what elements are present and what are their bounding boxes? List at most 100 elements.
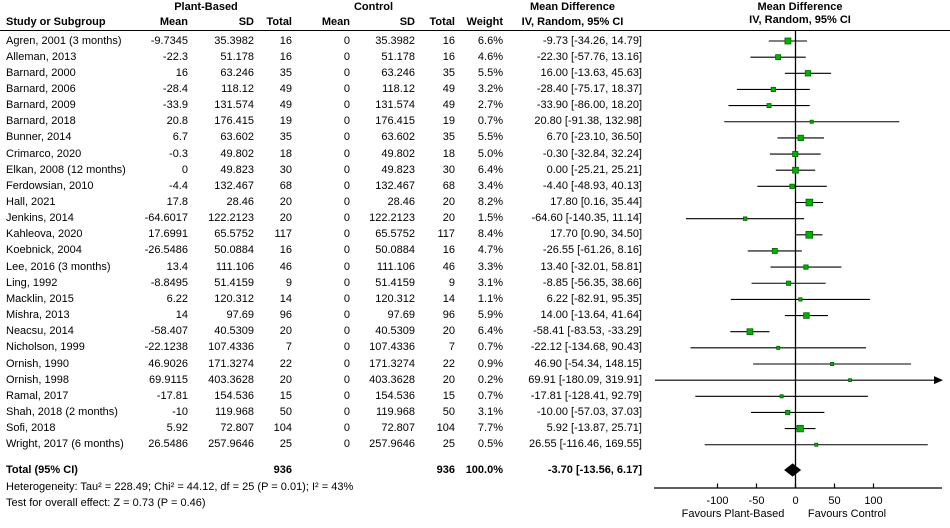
study-label: Neacsu, 2014 (6, 325, 74, 338)
control-mean-cell: 0 (343, 147, 350, 160)
pb-mean-cell: 6.22 (166, 292, 188, 305)
group-header-plant-based: Plant-Based (174, 1, 238, 13)
effect-marker (809, 119, 814, 124)
control-mean-column-header: Mean (321, 16, 350, 28)
control-sd-cell: 176.415 (375, 115, 415, 128)
pb-total-cell: 19 (279, 115, 292, 128)
effect-marker (803, 312, 810, 319)
pb-sd-cell: 107.4336 (208, 341, 254, 354)
pb-sd-cell: 120.312 (214, 292, 254, 305)
pb-total-cell: 25 (279, 438, 292, 451)
study-label: Alleman, 2013 (6, 50, 77, 63)
control-total-cell: 49 (442, 82, 455, 95)
md-ci-cell: 16.00 [-13.63, 45.63] (540, 66, 642, 79)
control-total-cell: 15 (442, 389, 455, 402)
pb-sd-cell: 171.3274 (208, 357, 254, 370)
effect-marker (797, 134, 804, 142)
control-total-cell: 68 (442, 179, 455, 192)
control-mean-cell: 0 (343, 309, 350, 322)
pb-mean-cell: -58.407 (150, 325, 188, 338)
study-label: Sofi, 2018 (6, 422, 56, 435)
weight-cell: 6.4% (477, 325, 503, 338)
pb-sd-cell: 111.106 (215, 260, 254, 273)
pb-mean-cell: 46.9026 (148, 357, 188, 370)
total-row: Total (95% CI) 936 936 100.0% -3.70 [-13… (0, 462, 650, 479)
effect-marker (830, 361, 835, 367)
weight-cell: 3.3% (477, 260, 503, 273)
effect-marker (786, 280, 792, 286)
md-ci-cell: -4.40 [-48.93, 40.13] (542, 179, 642, 192)
pb-total-cell: 20 (279, 212, 292, 225)
pb-mean-cell: -28.4 (162, 82, 188, 95)
pb-mean-cell: 26.5486 (148, 438, 188, 451)
pb-sd-column-header: SD (238, 16, 254, 28)
pb-mean-cell: 69.9115 (149, 373, 188, 386)
study-label: Wright, 2017 (6 months) (6, 438, 124, 451)
pb-total-cell: 35 (279, 131, 292, 144)
pb-total-cell: 49 (279, 82, 292, 95)
md-ci-cell: -26.55 [-61.26, 8.16] (542, 244, 642, 257)
study-label: Shah, 2018 (2 months) (6, 405, 118, 418)
pb-total-cell: 96 (279, 309, 292, 322)
pb-sd-cell: 154.536 (214, 389, 254, 402)
pb-sd-cell: 50.0884 (214, 244, 254, 257)
study-column-header: Study or Subgroup (6, 16, 106, 28)
control-total-cell: 104 (436, 422, 455, 435)
study-label: Lee, 2016 (3 months) (6, 260, 111, 273)
pb-mean-cell: -0.3 (169, 147, 188, 160)
table-row: Mishra, 2013 14 97.69 96 0 97.69 96 5.9% 14.00 [… (0, 307, 650, 324)
pb-sd-cell: 122.2123 (208, 212, 254, 225)
weight-cell: 3.4% (477, 179, 503, 192)
pb-sd-cell: 63.246 (220, 66, 254, 79)
weight-cell: 0.7% (477, 341, 503, 354)
table-row: Barnard, 2006 -28.4 118.12 49 0 118.12 49 3.2% -… (0, 81, 650, 98)
md-ci-cell: -58.41 [-83.53, -33.29] (533, 325, 642, 338)
control-total-cell: 14 (442, 292, 455, 305)
control-mean-cell: 0 (343, 260, 350, 273)
control-mean-cell: 0 (343, 438, 350, 451)
study-label: Barnard, 2000 (6, 66, 76, 79)
control-mean-cell: 0 (343, 50, 350, 63)
pb-sd-cell: 97.69 (226, 309, 254, 322)
control-sd-cell: 107.4336 (369, 341, 415, 354)
study-label: Ramal, 2017 (6, 389, 69, 402)
md-ci-cell: -64.60 [-140.35, 11.14] (531, 212, 643, 225)
favours-left-label: Favours Plant-Based (682, 508, 785, 520)
control-total-cell: 96 (442, 309, 455, 322)
control-total-cell: 50 (442, 405, 455, 418)
weight-cell: 6.4% (477, 163, 503, 176)
study-label: Ornish, 1990 (6, 357, 69, 370)
pb-sd-cell: 131.574 (214, 99, 254, 112)
control-sd-cell: 51.4159 (375, 276, 415, 289)
effect-marker (742, 216, 748, 221)
control-sd-cell: 28.46 (387, 196, 415, 208)
control-total-cell: 20 (442, 196, 455, 208)
study-label: Elkan, 2008 (12 months) (6, 163, 126, 176)
control-total-cell: 20 (442, 373, 455, 386)
pb-sd-cell: 49.823 (220, 163, 254, 176)
pb-mean-cell: 14 (175, 309, 188, 322)
header-divider (0, 30, 950, 31)
pb-sd-cell: 65.5752 (214, 228, 254, 241)
effect-marker (785, 409, 791, 415)
control-sd-cell: 257.9646 (369, 438, 415, 451)
pb-total-cell: 20 (279, 325, 292, 338)
control-sd-cell: 97.69 (387, 309, 415, 322)
pb-total-cell: 30 (279, 163, 292, 176)
weight-cell: 7.7% (477, 422, 503, 435)
study-label: Jenkins, 2014 (6, 212, 74, 225)
axis-tick-label: 0 (792, 495, 798, 507)
pb-total-cell: 46 (279, 260, 292, 273)
md-ci-cell: -9.73 [-34.26, 14.79] (542, 34, 642, 47)
column-header-row: Study or Subgroup Mean SD Total Mean SD … (0, 14, 650, 31)
pb-sd-cell: 176.415 (214, 115, 254, 128)
effect-marker (784, 37, 792, 45)
effect-marker (798, 297, 803, 302)
control-sd-cell: 63.602 (381, 131, 415, 144)
weight-cell: 3.1% (477, 405, 503, 418)
weight-cell: 8.4% (477, 228, 503, 241)
pb-mean-cell: 20.8 (166, 115, 188, 128)
effect-marker (805, 198, 814, 207)
table-row: Elkan, 2008 (12 months) 0 49.823 30 0 49.823 3… (0, 162, 650, 179)
table-row: Agren, 2001 (3 months) -9.7345 35.3982 16 0 3… (0, 33, 650, 50)
